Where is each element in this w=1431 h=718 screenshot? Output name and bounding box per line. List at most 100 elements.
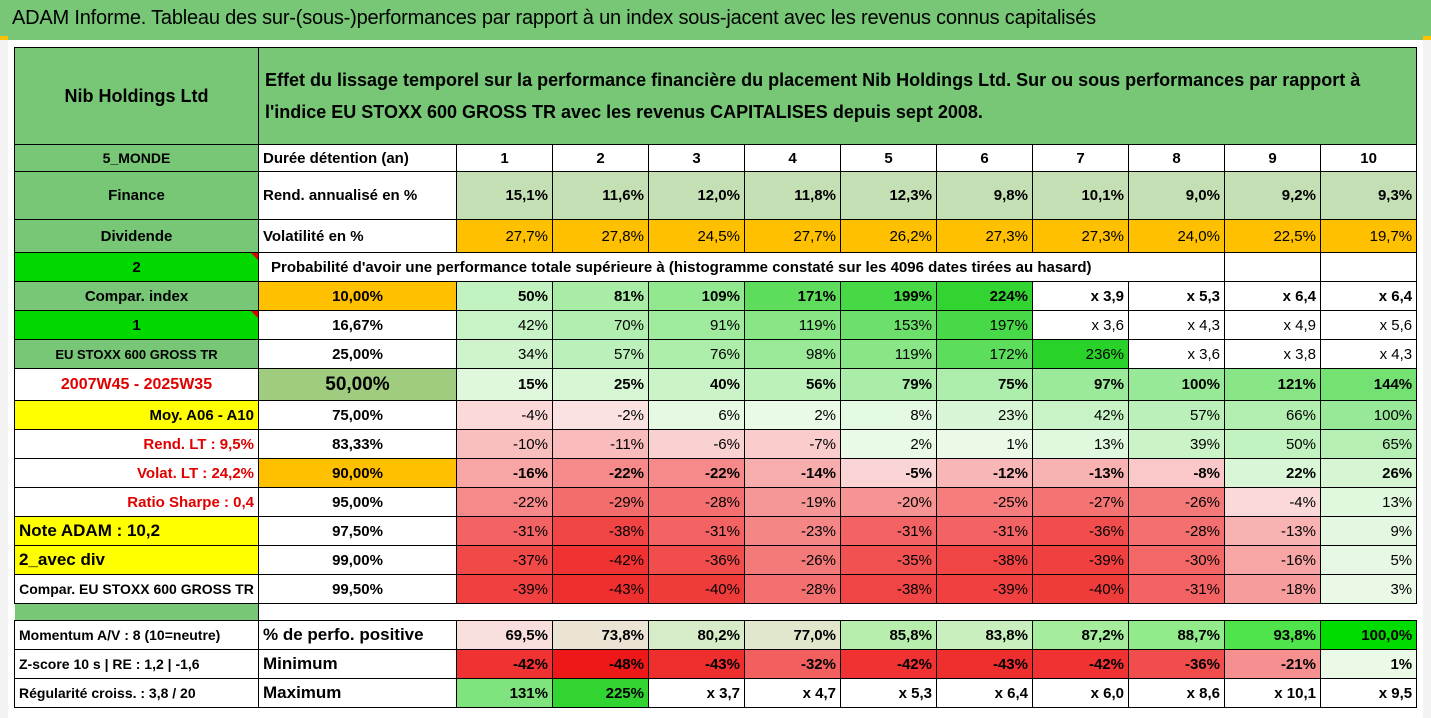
value-cell: 56% [744,368,841,401]
value-cell: -42% [456,649,553,679]
value-cell: 27,3% [936,219,1033,253]
value-cell: 98% [744,339,841,369]
value-cell: 9 [1224,144,1321,172]
value-cell: 6% [648,400,745,430]
row-label: Ratio Sharpe : 0,4 [14,487,259,517]
value-cell: x 3,6 [1032,310,1129,340]
description-line-2: l'indice EU STOXX 600 GROSS TR avec les … [265,102,983,122]
table-row: Rend. LT : 9,5% 83,33% -10% -11% -6% -7% 2% 1% 1… [14,429,1418,459]
value-cell: x 6,0 [1032,678,1129,708]
value-cell: x 8,6 [1128,678,1225,708]
quantile-cell: 25,00% [258,339,457,369]
row-label: 2007W45 - 2025W35 [14,368,259,401]
left-margin [0,40,8,718]
metric-label: Durée détention (an) [258,144,457,172]
value-cell: 93,8% [1224,620,1321,650]
value-cell: 57% [1128,400,1225,430]
value-cell: 66% [1224,400,1321,430]
table-row: 2 Probabilité d'avoir une performance tot… [14,252,1418,282]
value-cell: -36% [1128,649,1225,679]
value-cell: -39% [936,574,1033,604]
table-row: Z-score 10 s | RE : 1,2 | -1,6 Minimum -42… [14,649,1418,679]
value-cell: x 3,7 [648,678,745,708]
value-cell: -7% [744,429,841,459]
value-cell: -27% [1032,487,1129,517]
value-cell: 5 [840,144,937,172]
value-cell: -43% [552,574,649,604]
value-cell: x 4,7 [744,678,841,708]
value-cell: x 4,9 [1224,310,1321,340]
value-cell: 81% [552,281,649,311]
value-cell: 13% [1032,429,1129,459]
value-cell: 24,5% [648,219,745,253]
value-cell: 9,8% [936,171,1033,220]
value-cell: 88,7% [1128,620,1225,650]
value-cell: -28% [648,487,745,517]
value-cell: x 4,3 [1128,310,1225,340]
value-cell: -39% [456,574,553,604]
spacer-cell [258,603,1417,621]
row-label: Compar. EU STOXX 600 GROSS TR [14,574,259,604]
value-cell: -14% [744,458,841,488]
row-label: 2 [14,252,259,282]
value-cell: -26% [1128,487,1225,517]
value-cell: x 6,4 [1224,281,1321,311]
table-row: Moy. A06 - A10 75,00% -4% -2% 6% 2% 8% 23% 42% 57… [14,400,1418,430]
value-cell: -38% [840,574,937,604]
table-row: 1 16,67% 42% 70% 91% 119% 153% 197% x 3,6 x 4,3 x … [14,310,1418,340]
value-cell: 12,0% [648,171,745,220]
value-cell: 85,8% [840,620,937,650]
row-label: Dividende [14,219,259,253]
value-cell: -16% [1224,545,1321,575]
value-cell: x 5,3 [840,678,937,708]
value-cell: 1% [936,429,1033,459]
table-row: 2007W45 - 2025W35 50,00% 15% 25% 40% 56% 79% 75… [14,368,1418,401]
value-cell: x 3,8 [1224,339,1321,369]
value-cell: -12% [936,458,1033,488]
empty-cell [1319,252,1418,282]
value-cell: 8% [840,400,937,430]
metric-label: Maximum [258,678,457,708]
value-cell: 2% [840,429,937,459]
value-cell: 50% [1224,429,1321,459]
table-row: Dividende Volatilité en % 27,7% 27,8% 24,5% 2… [14,219,1418,253]
value-cell: -19% [744,487,841,517]
value-cell: -5% [840,458,937,488]
table-row: Compar. index 10,00% 50% 81% 109% 171% 199% 224… [14,281,1418,311]
value-cell: 100,0% [1319,620,1418,650]
value-cell: 224% [936,281,1033,311]
row-label: 2_avec div [14,545,259,575]
value-cell: 77,0% [744,620,841,650]
value-cell: 42% [456,310,553,340]
value-cell: -26% [744,545,841,575]
empty-cell [1224,252,1321,282]
value-cell: 27,7% [744,219,841,253]
value-cell: 197% [936,310,1033,340]
quantile-cell: 99,00% [258,545,457,575]
value-cell: 26% [1319,458,1418,488]
value-cell: 131% [456,678,553,708]
value-cell: 76% [648,339,745,369]
value-cell: 172% [936,339,1033,369]
value-cell: x 9,5 [1319,678,1418,708]
value-cell: 7 [1032,144,1129,172]
value-cell: -13% [1032,458,1129,488]
value-cell: 27,8% [552,219,649,253]
value-cell: -6% [648,429,745,459]
value-cell: -22% [552,458,649,488]
value-cell: -43% [936,649,1033,679]
value-cell: 91% [648,310,745,340]
value-cell: 199% [840,281,937,311]
table-row: 5_MONDE Durée détention (an) 1 2 3 4 5 6 7 8 9 10 [14,144,1418,172]
value-cell: -40% [648,574,745,604]
value-cell: 57% [552,339,649,369]
value-cell: -18% [1224,574,1321,604]
value-cell: 97% [1032,368,1129,401]
value-cell: 100% [1128,368,1225,401]
value-cell: 22% [1224,458,1321,488]
value-cell: 3% [1319,574,1418,604]
value-cell: 83,8% [936,620,1033,650]
value-cell: 2% [744,400,841,430]
value-cell: x 5,6 [1319,310,1418,340]
metric-label: Minimum [258,649,457,679]
